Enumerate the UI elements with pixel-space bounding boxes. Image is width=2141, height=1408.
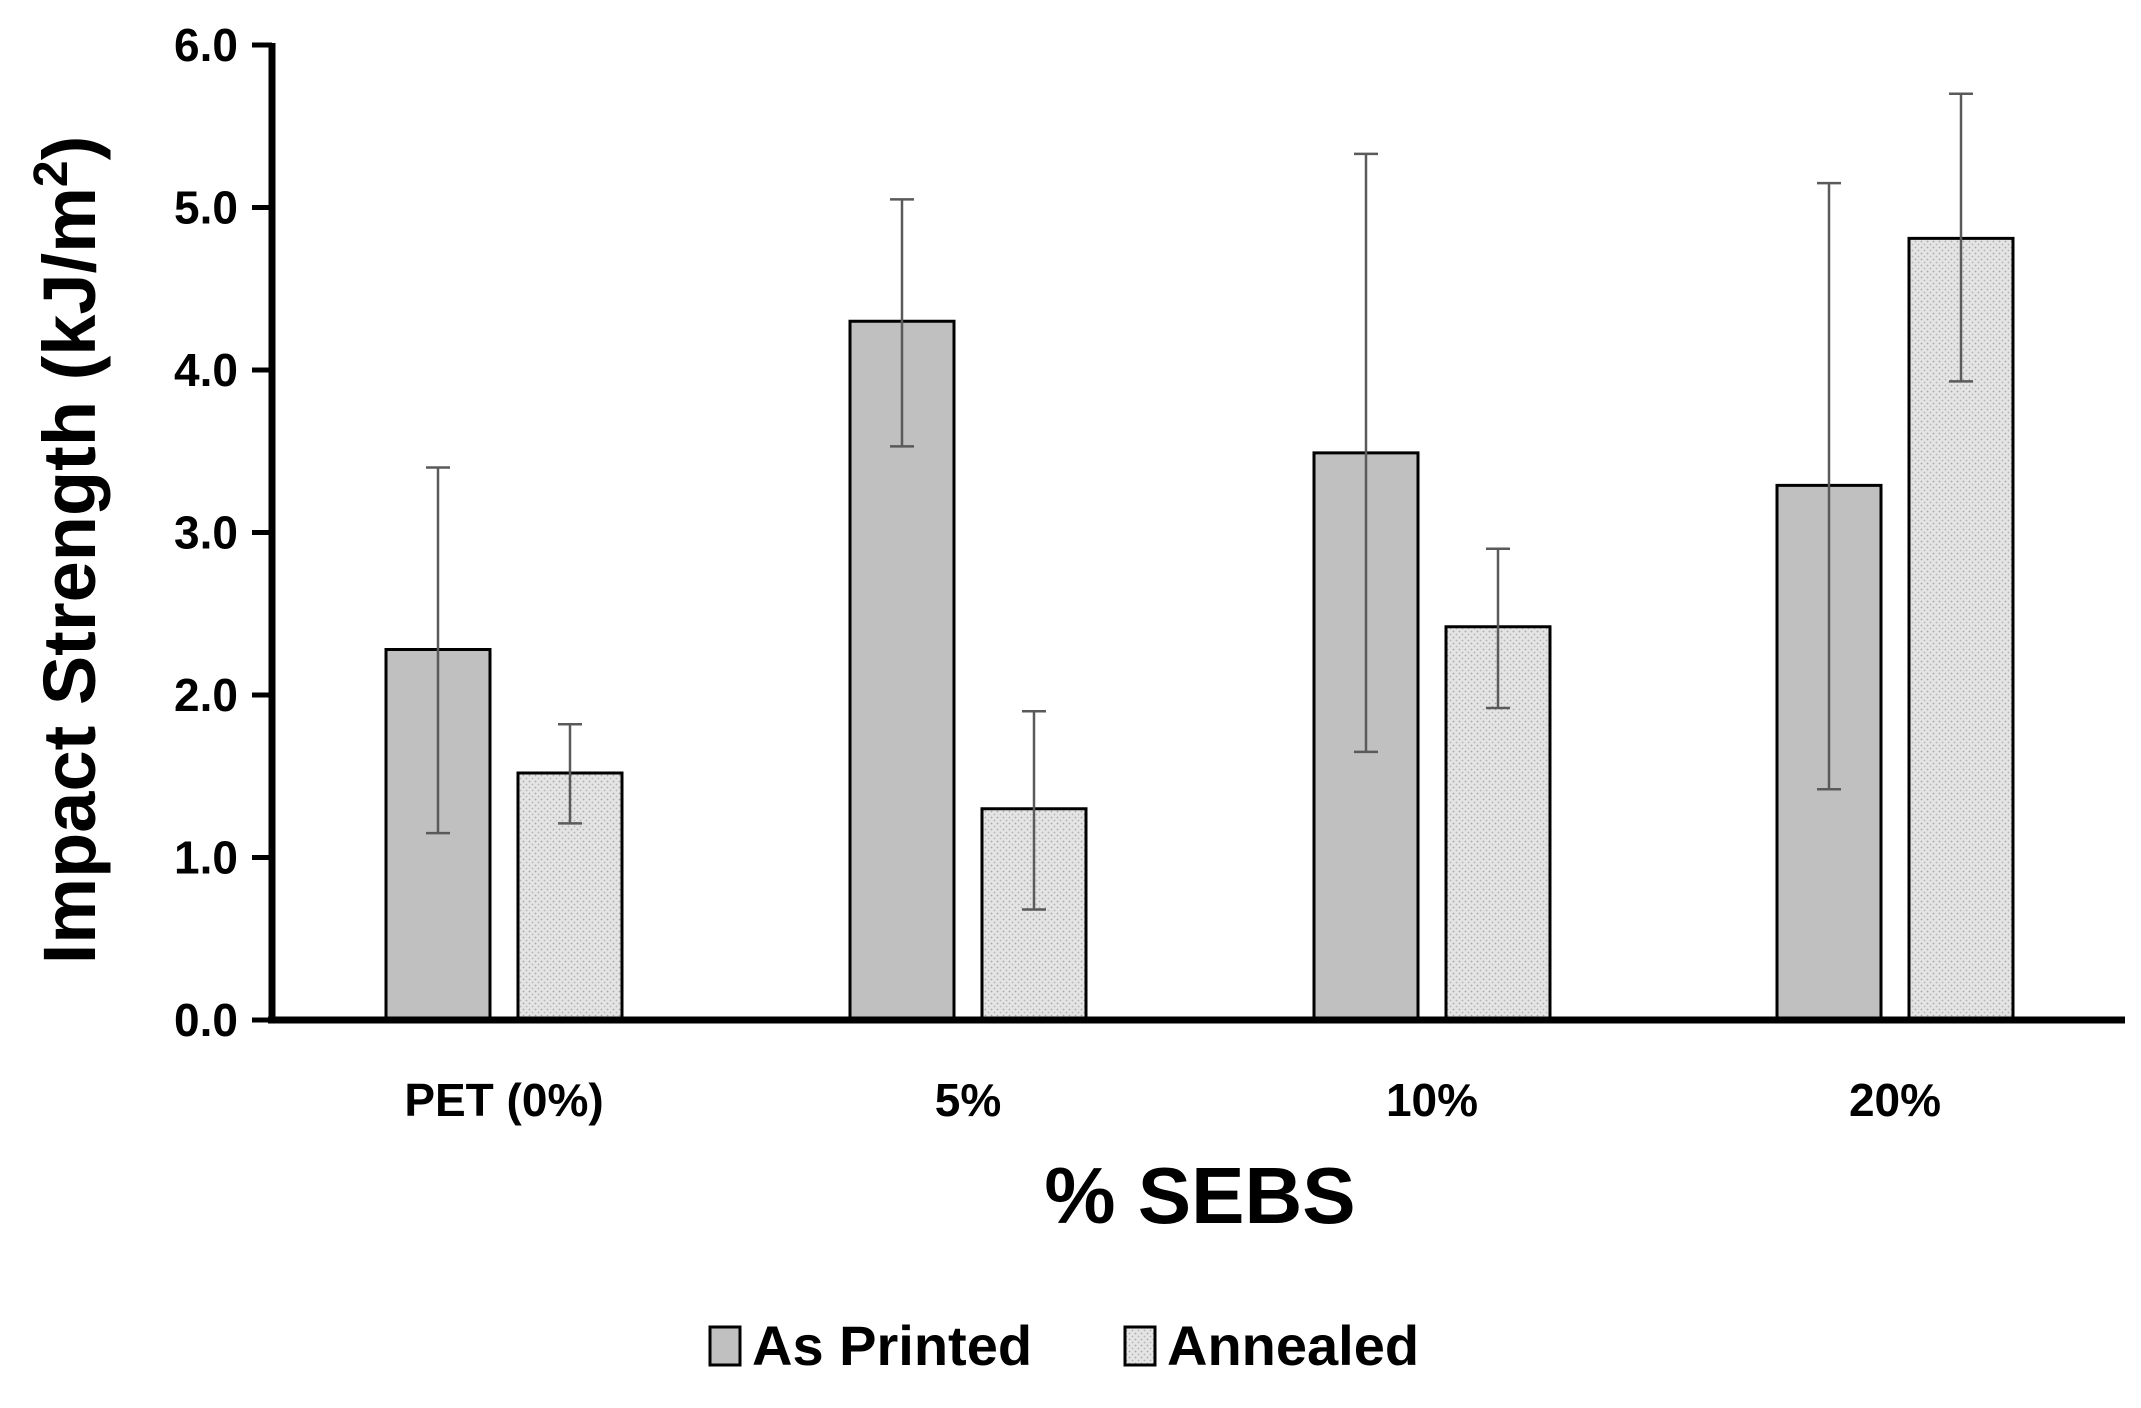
error-bar-as-printed-10 [1354,152,1378,754]
error-bar-as-printed-pet-0 [426,466,450,835]
y-tick-label: 0.0 [174,994,238,1046]
y-tick-label: 3.0 [174,507,238,559]
x-axis-title: % SEBS [1044,1151,1355,1240]
x-tick-label: 5% [935,1074,1001,1126]
axes: 0.0 1.0 2.0 3.0 4.0 5.0 6.0 PET (0%) 5% 10% 20% [174,19,2125,1126]
legend-label-as-printed: As Printed [752,1314,1032,1377]
y-axis-title-superscript: 2 [25,160,78,187]
legend-item-annealed: Annealed [1123,1314,1419,1377]
error-bar-annealed-pet-0 [558,723,582,825]
y-tick-label: 4.0 [174,344,238,396]
error-bar-annealed-5 [1022,710,1046,911]
axis-labels: % SEBS Impact Strength (kJ/m2) [25,136,1356,1240]
y-tick-label: 2.0 [174,669,238,721]
plot-area [384,92,2015,1022]
y-tick-label: 6.0 [174,19,238,71]
legend-item-as-printed: As Printed [708,1314,1032,1377]
x-tick-label: 20% [1849,1074,1941,1126]
y-axis-title-main: Impact Strength (kJ/m [28,187,111,964]
error-bar-as-printed-20 [1817,181,1841,791]
error-bar-annealed-10 [1486,547,1510,710]
error-bar-annealed-20 [1949,92,1973,383]
y-axis-title-suffix: ) [28,136,111,161]
y-axis-title: Impact Strength (kJ/m2) [25,136,111,965]
y-tick-label: 5.0 [174,182,238,234]
legend-swatch-annealed [1123,1325,1157,1367]
error-bar-as-printed-5 [890,198,914,448]
x-tick-label: PET (0%) [404,1074,603,1126]
x-tick-label: 10% [1386,1074,1478,1126]
legend-swatch-as-printed [708,1325,742,1367]
y-tick-label: 1.0 [174,832,238,884]
legend: As Printed Annealed [708,1314,1419,1377]
legend-label-annealed: Annealed [1167,1314,1419,1377]
